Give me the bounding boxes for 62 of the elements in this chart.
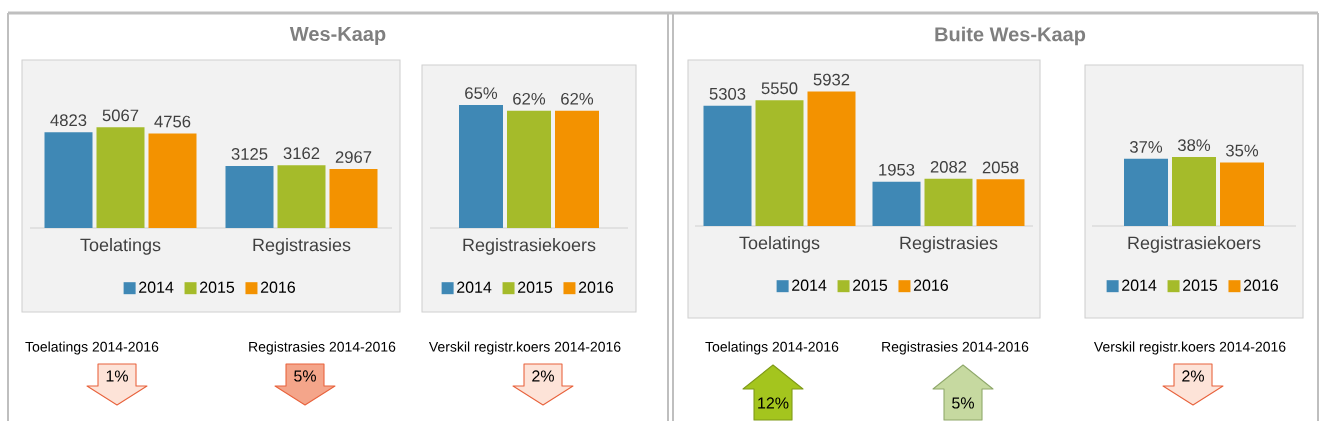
bar: [277, 165, 326, 228]
x-tick-label: Registrasies: [900, 236, 998, 253]
legend-label: 2014: [792, 279, 827, 291]
legend-label: 2016: [1243, 279, 1279, 291]
text: 1%: [106, 370, 128, 382]
chart-title: Buite Wes-Kaap: [935, 26, 1086, 46]
legend-label: 2014: [457, 281, 492, 293]
text: Verskil registr.koers 2014-2016: [1093, 341, 1286, 355]
data-label: 3162: [283, 147, 320, 160]
legend-label: 2014: [1122, 279, 1157, 291]
data-label: 62%: [513, 92, 546, 105]
legend-label: 2015: [200, 281, 235, 293]
data-label: 2082: [930, 160, 967, 173]
legend-label: 2015: [1183, 279, 1218, 291]
x-tick-label: Toelatings: [739, 236, 820, 253]
chart-title: Wes-Kaap: [289, 27, 386, 45]
legend-label: 2016: [260, 281, 296, 293]
data-label: 2967: [335, 151, 372, 163]
data-label: 4756: [154, 115, 191, 128]
data-label: 4823: [50, 114, 87, 127]
text: 5%: [952, 397, 974, 409]
data-label: 5932: [813, 73, 850, 86]
bar: [329, 169, 378, 228]
bar: [755, 100, 804, 226]
data-label: 5303: [709, 87, 746, 100]
text: 5%: [294, 370, 316, 382]
bar: [976, 179, 1025, 226]
legend-label: 2016: [913, 279, 949, 291]
text: Verskil registr.koers 2014-2016: [428, 341, 621, 355]
legend-label: 2016: [578, 281, 614, 293]
text: 12%: [758, 397, 789, 409]
bar: [225, 165, 274, 228]
data-label: 62%: [561, 92, 594, 105]
bar: [44, 132, 93, 228]
text: Toelatings 2014-2016: [25, 341, 159, 355]
bar: [924, 178, 973, 226]
text: Toelatings 2014-2016: [705, 341, 839, 355]
data-label: 5067: [102, 109, 139, 122]
data-label: 35%: [1225, 144, 1259, 157]
bar: [807, 91, 856, 226]
data-label: 65%: [465, 87, 498, 100]
text: 2%: [532, 370, 554, 382]
bar: [703, 105, 752, 226]
data-label: 38%: [1177, 139, 1211, 152]
data-label: 2058: [982, 161, 1019, 174]
bar: [872, 181, 921, 226]
bar: [96, 127, 145, 228]
data-label: 1953: [879, 163, 915, 176]
legend-label: 2015: [518, 281, 553, 293]
text: Registrasies 2014-2016: [249, 341, 396, 355]
data-label: 5550: [761, 82, 798, 95]
x-tick-label: Toelatings: [80, 238, 161, 255]
x-tick-label: Registrasiekoers: [1128, 236, 1261, 253]
legend-label: 2015: [853, 279, 888, 291]
text: Registrasies 2014-2016: [882, 341, 1029, 355]
legend-label: 2014: [139, 281, 174, 293]
data-label: 3125: [231, 148, 268, 160]
bar: [148, 133, 197, 228]
data-label: 37%: [1129, 141, 1163, 153]
text: 2%: [1182, 370, 1204, 382]
x-tick-label: Registrasies: [253, 238, 351, 255]
x-tick-label: Registrasiekoers: [463, 238, 596, 255]
